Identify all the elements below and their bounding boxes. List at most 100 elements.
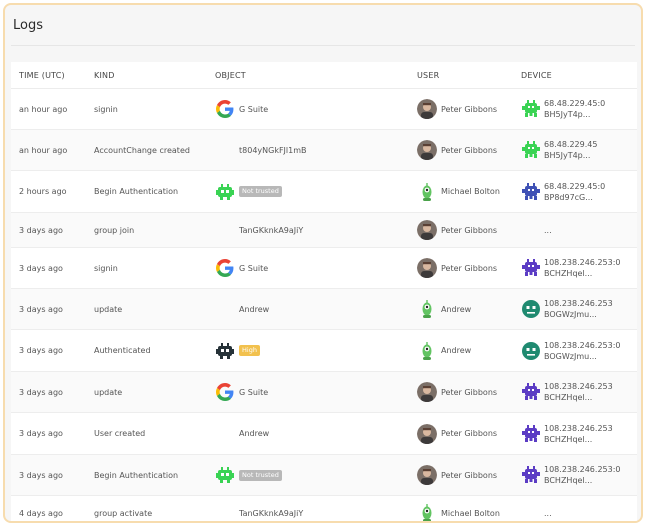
log-kind: signin [94,263,118,273]
device-id: BCHZHqel... [544,393,593,402]
table-row[interactable]: 4 days ago group activate TanGKknkA9aJiY Mi… [11,496,637,521]
column-header-kind[interactable]: KIND [94,71,115,80]
table-row[interactable]: an hour ago signin G Suite Peter Gibbons 68.… [11,89,637,130]
log-user[interactable]: Peter Gibbons [441,429,498,438]
device-ip[interactable]: 108.238.246.253:0 [544,465,621,474]
log-time: 3 days ago [19,263,63,273]
log-user[interactable]: Peter Gibbons [441,470,498,480]
log-time: an hour ago [19,104,68,114]
invader-icon [521,182,541,202]
device-id: BH5JyT4p... [544,151,591,160]
log-user[interactable]: Andrew [441,346,472,355]
invader-icon [521,424,541,444]
device-ip[interactable]: 108.238.246.253:0 [544,258,621,267]
log-object[interactable]: G Suite [239,263,269,273]
log-object[interactable]: G Suite [239,387,269,397]
device-id: BH5JyT4p... [544,110,591,119]
google-icon [215,382,235,402]
table-row[interactable]: 3 days ago Authenticated High Andrew 108.238… [11,330,637,372]
log-user[interactable]: Andrew [441,304,472,314]
table-row[interactable]: 3 days ago group join TanGKknkA9aJiY Peter … [11,213,637,248]
avatar [417,465,437,485]
table-row[interactable]: an hour ago AccountChange created t804yNGk… [11,130,637,171]
log-kind: User created [94,429,146,438]
trust-badge: High [239,345,260,356]
table-row[interactable]: 3 days ago Begin Authentication Not truste… [11,455,637,496]
device-ip[interactable]: 68.48.229.45 [544,140,598,149]
trust-badge: Not trusted [239,186,282,197]
log-time: 3 days ago [19,470,63,480]
logs-table: TIME (UTC) KIND OBJECT USER DEVICE an ho… [11,62,637,521]
log-kind: group join [94,225,135,235]
device-ip[interactable]: 108.238.246.253 [544,382,613,391]
page-title: Logs [13,18,43,33]
robot-icon [215,465,235,485]
alien-icon [417,503,437,521]
log-kind: Begin Authentication [94,470,179,480]
avatar [417,99,437,119]
invader-icon [521,99,541,119]
table-row[interactable]: 3 days ago User created Andrew Peter Gibbon… [11,413,637,455]
log-kind: Authenticated [94,346,151,355]
device-ip[interactable]: 68.48.229.45:0 [544,99,606,108]
trust-badge: Not trusted [239,469,282,481]
log-kind: group activate [94,508,153,518]
avatar [417,382,437,402]
avatar [417,258,437,278]
log-kind: AccountChange created [94,145,190,155]
device-ip[interactable]: 108.238.246.253 [544,299,613,308]
log-user[interactable]: Peter Gibbons [441,104,498,114]
log-time: 2 hours ago [19,187,67,196]
alien-icon [417,341,437,361]
column-header-device[interactable]: DEVICE [521,71,552,80]
device-id: BOGWzJmu... [544,351,597,361]
log-kind: update [94,387,123,397]
device-ip[interactable]: 68.48.229.45:0 [544,181,606,191]
log-kind: Begin Authentication [94,187,179,196]
log-user[interactable]: Peter Gibbons [441,387,498,397]
log-object[interactable]: Andrew [239,429,270,438]
device-ip[interactable]: ... [544,225,552,235]
table-row[interactable]: 3 days ago signin G Suite Peter Gibbons 108.… [11,248,637,289]
table-row[interactable]: 3 days ago update Andrew Andrew 108.238.246.… [11,289,637,330]
log-time: 3 days ago [19,429,63,438]
log-object[interactable]: Andrew [239,304,270,314]
log-object[interactable]: t804yNGkFJl1mB [239,145,307,155]
log-object[interactable]: TanGKknkA9aJiY [239,225,304,235]
device-ip[interactable]: 108.238.246.253 [544,423,613,433]
invader-icon [521,382,541,402]
log-time: 3 days ago [19,346,63,355]
device-id: BCHZHqel... [544,434,593,444]
device-id: BCHZHqel... [544,476,593,485]
log-object[interactable]: G Suite [239,104,269,114]
log-user[interactable]: Peter Gibbons [441,225,498,235]
log-kind: signin [94,104,118,114]
robot-icon [215,341,235,361]
invader-icon [521,140,541,160]
column-header-object[interactable]: OBJECT [215,71,246,80]
google-icon [215,258,235,278]
invader-icon [521,465,541,485]
device-ip[interactable]: ... [544,508,552,518]
table-row[interactable]: 3 days ago update G Suite Peter Gibbons 108.… [11,372,637,413]
log-time: an hour ago [19,145,68,155]
log-user[interactable]: Peter Gibbons [441,263,498,273]
device-id: BP8d97cG... [544,192,593,202]
table-body: an hour ago signin G Suite Peter Gibbons 68.… [11,89,637,521]
alien-icon [417,299,437,319]
table-row[interactable]: 2 hours ago Begin Authentication Not trust… [11,171,637,213]
title-divider [11,45,635,46]
column-header-user[interactable]: USER [417,71,440,80]
face-icon [521,299,541,319]
log-time: 3 days ago [19,304,63,314]
face-icon [521,341,541,361]
device-ip[interactable]: 108.238.246.253:0 [544,340,621,350]
log-user[interactable]: Michael Bolton [441,508,500,518]
log-user[interactable]: Peter Gibbons [441,145,498,155]
column-header-time[interactable]: TIME (UTC) [19,71,65,80]
log-time: 3 days ago [19,225,63,235]
log-object[interactable]: TanGKknkA9aJiY [239,508,304,518]
avatar [417,140,437,160]
log-user[interactable]: Michael Bolton [441,187,500,196]
robot-icon [215,182,235,202]
